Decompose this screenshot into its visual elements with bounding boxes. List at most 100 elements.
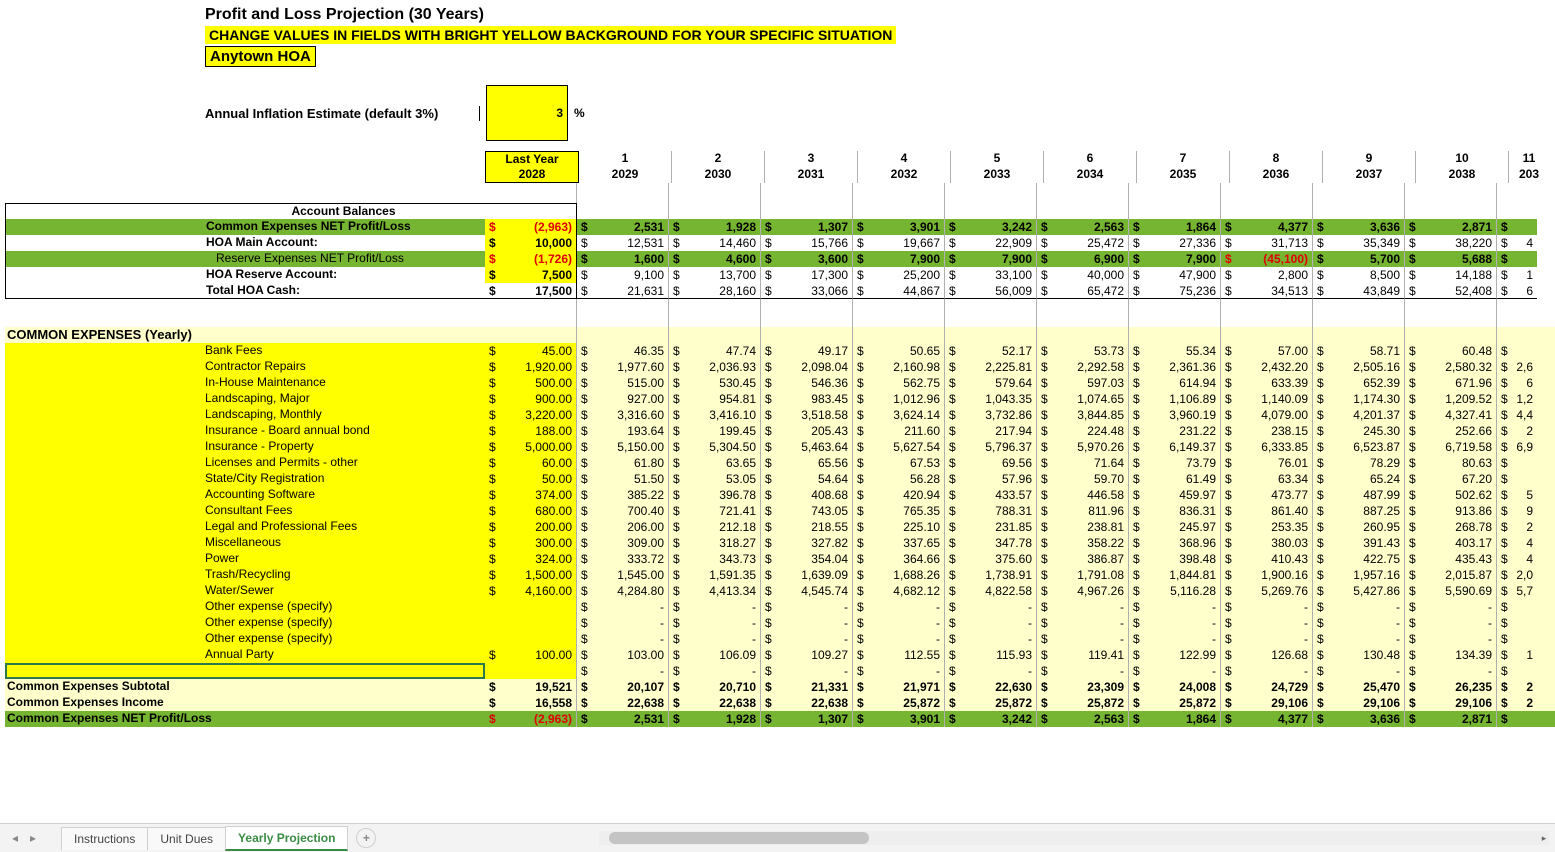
grid-cell[interactable]: $983.45	[761, 391, 853, 407]
grid-cell[interactable]: $231.22	[1129, 423, 1221, 439]
grid-cell[interactable]: $29,106	[1405, 695, 1497, 711]
grid-cell[interactable]: $-	[1313, 663, 1405, 679]
grid-cell[interactable]: $-	[1221, 615, 1313, 631]
grid-cell[interactable]: $193.64	[577, 423, 669, 439]
grid-cell[interactable]: $343.73	[669, 551, 761, 567]
grid-cell[interactable]: $3,316.60	[577, 407, 669, 423]
grid-cell[interactable]	[853, 299, 945, 327]
grid-cell[interactable]: $21,971	[853, 679, 945, 695]
grid-cell[interactable]: $38,220	[1405, 235, 1497, 251]
grid-cell[interactable]: $100.00	[485, 647, 577, 663]
grid-cell[interactable]: $71.64	[1037, 455, 1129, 471]
grid-cell[interactable]: $-	[761, 663, 853, 679]
grid-cell[interactable]: $927.00	[577, 391, 669, 407]
grid-cell[interactable]: $354.04	[761, 551, 853, 567]
grid-cell[interactable]: $396.78	[669, 487, 761, 503]
grid-cell[interactable]: $4,822.58	[945, 583, 1037, 599]
grid-cell[interactable]: $47.74	[669, 343, 761, 359]
grid-cell[interactable]: $788.31	[945, 503, 1037, 519]
grid-cell[interactable]: $3,518.58	[761, 407, 853, 423]
grid-cell[interactable]: $52.17	[945, 343, 1037, 359]
grid-cell[interactable]: $67.53	[853, 455, 945, 471]
grid-cell[interactable]: $1,977.60	[577, 359, 669, 375]
grid-cell[interactable]: $5,269.76	[1221, 583, 1313, 599]
grid-cell[interactable]: $358.22	[1037, 535, 1129, 551]
grid-cell[interactable]: $126.68	[1221, 647, 1313, 663]
grid-cell[interactable]: $1,957.16	[1313, 567, 1405, 583]
grid-cell[interactable]	[1497, 203, 1537, 219]
grid-cell[interactable]: $	[1497, 219, 1537, 235]
grid-cell[interactable]: $1,307	[761, 219, 853, 235]
grid-cell[interactable]: $238.81	[1037, 519, 1129, 535]
grid-cell[interactable]: $-	[761, 615, 853, 631]
grid-cell[interactable]: $9	[1497, 503, 1537, 519]
grid-cell[interactable]: $433.57	[945, 487, 1037, 503]
grid-cell[interactable]: $2,098.04	[761, 359, 853, 375]
grid-cell[interactable]: $680.00	[485, 503, 577, 519]
grid-cell[interactable]	[669, 203, 761, 219]
grid-cell[interactable]: $2,361.36	[1129, 359, 1221, 375]
grid-cell[interactable]: $	[1497, 631, 1537, 647]
grid-cell[interactable]: $20,107	[577, 679, 669, 695]
grid-cell[interactable]	[945, 299, 1037, 327]
expense-row-label[interactable]: Landscaping, Major	[5, 391, 485, 407]
grid-cell[interactable]: $4,284.80	[577, 583, 669, 599]
grid-cell[interactable]: $252.66	[1405, 423, 1497, 439]
grid-cell[interactable]	[1129, 183, 1221, 203]
grid-cell[interactable]: $1,600	[577, 251, 669, 267]
grid-cell[interactable]: $4,545.74	[761, 583, 853, 599]
grid-cell[interactable]: $2,563	[1037, 711, 1129, 727]
grid-cell[interactable]	[1405, 327, 1497, 343]
grid-cell[interactable]: $206.00	[577, 519, 669, 535]
grid-cell[interactable]: $2,531	[577, 219, 669, 235]
grid-cell[interactable]: $65,472	[1037, 283, 1129, 299]
grid-cell[interactable]: $73.79	[1129, 455, 1221, 471]
grid-cell[interactable]: $3,636	[1313, 219, 1405, 235]
grid-cell[interactable]: $35,349	[1313, 235, 1405, 251]
org-name-input[interactable]: Anytown HOA	[205, 46, 316, 67]
grid-cell[interactable]: $253.35	[1221, 519, 1313, 535]
grid-cell[interactable]	[1221, 299, 1313, 327]
grid-cell[interactable]: $24,729	[1221, 679, 1313, 695]
grid-cell[interactable]: $3,636	[1313, 711, 1405, 727]
grid-cell[interactable]: $1,928	[669, 219, 761, 235]
grid-cell[interactable]: $500.00	[485, 375, 577, 391]
grid-cell[interactable]	[669, 327, 761, 343]
grid-cell[interactable]: $224.48	[1037, 423, 1129, 439]
grid-cell[interactable]: $22,638	[577, 695, 669, 711]
grid-cell[interactable]: $43,849	[1313, 283, 1405, 299]
grid-cell[interactable]: $217.94	[945, 423, 1037, 439]
grid-cell[interactable]: $-	[577, 631, 669, 647]
expense-row-label[interactable]: Accounting Software	[5, 487, 485, 503]
grid-cell[interactable]	[577, 327, 669, 343]
grid-cell[interactable]: $473.77	[1221, 487, 1313, 503]
grid-cell[interactable]: $245.30	[1313, 423, 1405, 439]
grid-cell[interactable]: $1,545.00	[577, 567, 669, 583]
grid-cell[interactable]: $9,100	[577, 267, 669, 283]
grid-cell[interactable]: $327.82	[761, 535, 853, 551]
grid-cell[interactable]: $63.65	[669, 455, 761, 471]
grid-cell[interactable]: $67.20	[1405, 471, 1497, 487]
grid-cell[interactable]	[1497, 327, 1537, 343]
expense-row-label[interactable]	[5, 663, 485, 679]
grid-cell[interactable]: $1,174.30	[1313, 391, 1405, 407]
tab-nav-prev[interactable]: ◂	[6, 829, 24, 847]
grid-cell[interactable]: $50.00	[485, 471, 577, 487]
grid-cell[interactable]: $4,377	[1221, 219, 1313, 235]
grid-cell[interactable]: $-	[853, 599, 945, 615]
grid-cell[interactable]: $-	[853, 663, 945, 679]
grid-cell[interactable]: $60.48	[1405, 343, 1497, 359]
grid-cell[interactable]: $1,900.16	[1221, 567, 1313, 583]
grid-cell[interactable]: $2,292.58	[1037, 359, 1129, 375]
grid-cell[interactable]: $52,408	[1405, 283, 1497, 299]
grid-cell[interactable]: $1,500.00	[485, 567, 577, 583]
expense-row-label[interactable]: Water/Sewer	[5, 583, 485, 599]
expense-row-label[interactable]: Bank Fees	[5, 343, 485, 359]
grid-cell[interactable]: $-	[853, 615, 945, 631]
grid-cell[interactable]: $	[1497, 343, 1537, 359]
grid-cell[interactable]: $3,732.86	[945, 407, 1037, 423]
grid-cell[interactable]: $	[1497, 455, 1537, 471]
grid-cell[interactable]: $7,500	[485, 267, 577, 283]
grid-cell[interactable]: $633.39	[1221, 375, 1313, 391]
grid-cell[interactable]: $5,000.00	[485, 439, 577, 455]
